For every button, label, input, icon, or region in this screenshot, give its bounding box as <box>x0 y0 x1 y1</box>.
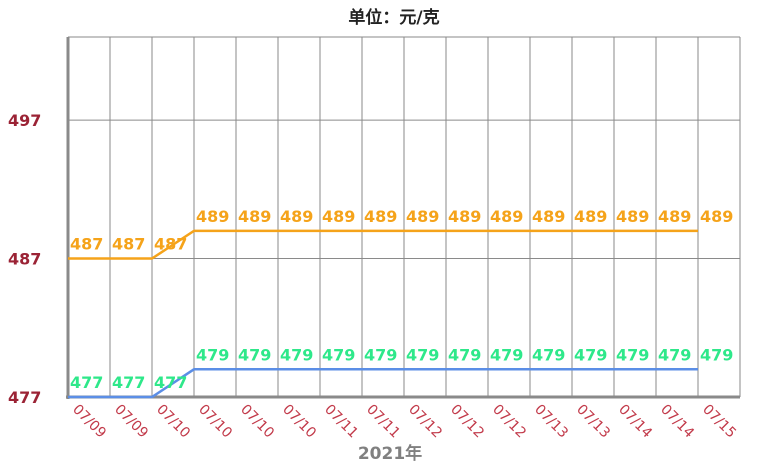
x-tick-label: 07/13 <box>573 402 613 442</box>
x-tick-label: 07/12 <box>489 402 529 442</box>
data-label: 489 <box>616 207 649 226</box>
data-label: 479 <box>532 345 565 364</box>
x-tick-label: 07/14 <box>615 402 655 442</box>
x-tick-label: 07/11 <box>321 402 361 442</box>
data-label: 487 <box>70 235 103 254</box>
data-labels: 487 487 487 489 489 489 489 489 489 489 489 489 489 4… <box>70 207 733 392</box>
data-label: 479 <box>280 345 313 364</box>
data-label: 479 <box>490 345 523 364</box>
y-axis-ticks: 477 487 497 <box>8 111 41 407</box>
data-label: 479 <box>448 345 481 364</box>
data-label: 489 <box>532 207 565 226</box>
data-label: 479 <box>616 345 649 364</box>
data-label: 489 <box>322 207 355 226</box>
x-tick-label: 07/10 <box>153 402 193 442</box>
data-label: 489 <box>658 207 691 226</box>
data-label: 477 <box>154 373 187 392</box>
data-label: 479 <box>322 345 355 364</box>
series-lines <box>68 229 698 399</box>
x-tick-label: 07/10 <box>237 402 277 442</box>
y-tick-label: 477 <box>8 388 41 407</box>
x-tick-label: 07/10 <box>279 402 319 442</box>
data-label: 489 <box>700 207 733 226</box>
x-tick-label: 07/09 <box>111 402 151 442</box>
x-tick-label: 07/15 <box>699 402 739 442</box>
chart-title: 单位：元/克 <box>348 7 439 28</box>
x-tick-label: 07/13 <box>531 402 571 442</box>
x-axis-label: 2021年 <box>358 443 422 464</box>
data-label: 489 <box>574 207 607 226</box>
x-axis-ticks: 07/09 07/09 07/10 07/10 07/10 07/10 07/11 07/11… <box>69 402 739 442</box>
data-label: 489 <box>490 207 523 226</box>
data-label: 477 <box>70 373 103 392</box>
data-label: 479 <box>238 345 271 364</box>
axes <box>66 37 740 399</box>
data-label: 479 <box>700 345 733 364</box>
y-tick-label: 497 <box>8 111 41 130</box>
data-label: 489 <box>406 207 439 226</box>
data-label: 489 <box>364 207 397 226</box>
data-label: 489 <box>280 207 313 226</box>
series-line-0 <box>68 229 698 260</box>
data-label: 487 <box>112 235 145 254</box>
data-label: 479 <box>574 345 607 364</box>
data-label: 489 <box>448 207 481 226</box>
x-tick-label: 07/14 <box>657 402 697 442</box>
x-tick-label: 07/11 <box>363 402 403 442</box>
y-tick-label: 487 <box>8 250 41 269</box>
x-tick-label: 07/12 <box>447 402 487 442</box>
data-label: 487 <box>154 235 187 254</box>
x-tick-label: 07/10 <box>195 402 235 442</box>
data-label: 477 <box>112 373 145 392</box>
data-label: 479 <box>658 345 691 364</box>
x-tick-label: 07/12 <box>405 402 445 442</box>
data-label: 489 <box>196 207 229 226</box>
data-label: 479 <box>406 345 439 364</box>
x-tick-label: 07/09 <box>69 402 109 442</box>
series-line-1 <box>68 368 698 399</box>
data-label: 489 <box>238 207 271 226</box>
data-label: 479 <box>196 345 229 364</box>
data-label: 479 <box>364 345 397 364</box>
